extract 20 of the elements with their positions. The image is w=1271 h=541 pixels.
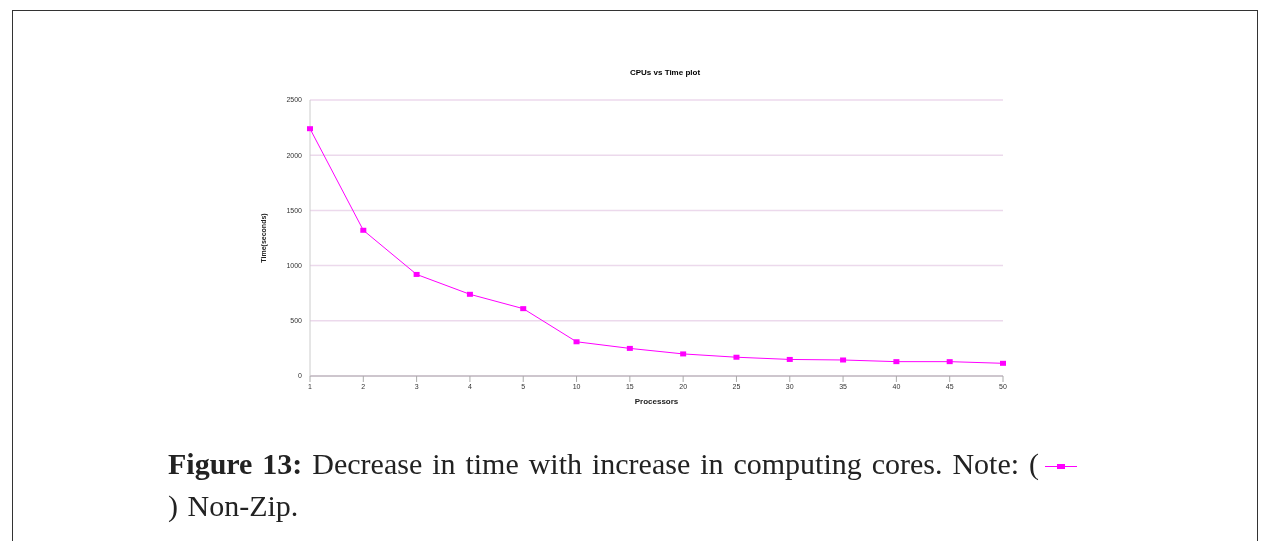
- text: ): [168, 489, 178, 522]
- point: [626, 345, 633, 351]
- point: [307, 126, 313, 132]
- point: [733, 354, 740, 360]
- point: [573, 339, 580, 345]
- point: [466, 291, 473, 297]
- point: [786, 356, 793, 362]
- point: [680, 351, 687, 357]
- text: Decrease in time with increase in computing cores. Note: (: [312, 447, 1039, 480]
- caption: Figure 13:: [168, 447, 303, 480]
- x-axis-title: Processors: [634, 397, 679, 406]
- point: [413, 271, 420, 277]
- point: [520, 306, 527, 312]
- point: [946, 359, 953, 365]
- point: [840, 357, 847, 363]
- point: [893, 359, 900, 365]
- point: [360, 227, 367, 233]
- point: [1000, 360, 1006, 366]
- text: Non-Zip.: [187, 489, 299, 522]
- chart-title: CPUs vs Time plot: [628, 68, 702, 77]
